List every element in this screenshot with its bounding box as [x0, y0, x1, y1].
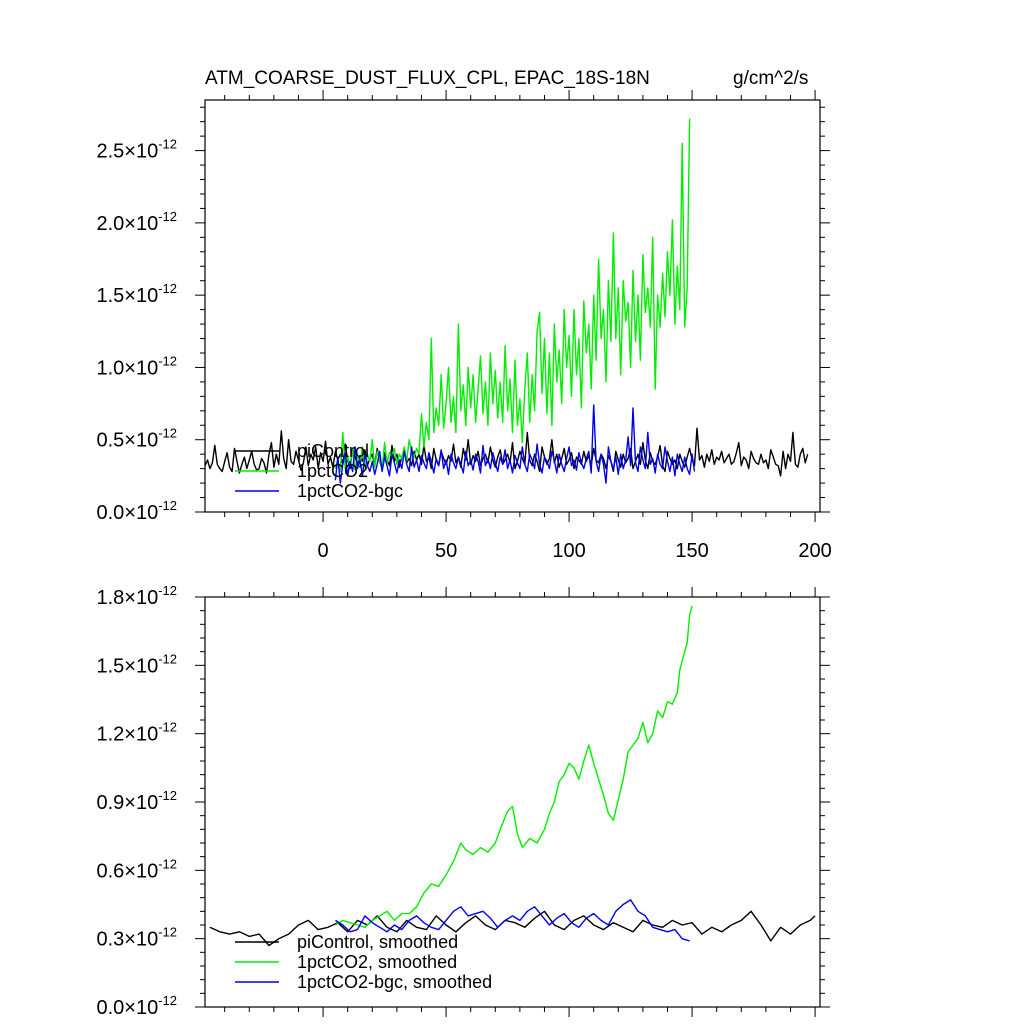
y-tick-label: 2.0×10-12 — [96, 209, 177, 235]
series-line-picontrol — [205, 427, 809, 477]
y-tick-label: 0.0×10-12 — [96, 498, 177, 524]
y-tick-label: 0.6×10-12 — [96, 856, 177, 882]
plot-frame — [204, 99, 821, 513]
legend-label: 1pctCO2-bgc, smoothed — [297, 972, 492, 992]
y-tick-label: 1.0×10-12 — [96, 353, 177, 379]
series-line-1pctco2 — [335, 605, 693, 928]
x-tick-label: 0 — [318, 540, 329, 562]
legend-label: 1pctCO2-bgc — [297, 481, 403, 501]
y-tick-label: 0.9×10-12 — [96, 788, 177, 814]
series-line-picontrol — [209, 910, 816, 947]
panel-smoothed: 0.0×10-12 0.3×10-12 0.6×10-12 0.9×10-12 1.2×… — [96, 583, 830, 1019]
legend-label: piControl, smoothed — [297, 932, 458, 952]
y-tick-label: 1.2×10-12 — [96, 720, 177, 746]
x-tick-label: 50 — [435, 540, 457, 562]
series-line-1pctco2-bgc — [335, 899, 690, 942]
y-tick-label: 0.0×10-12 — [96, 993, 177, 1019]
series-line-1pctco2 — [334, 118, 691, 473]
x-tick-label: 150 — [675, 540, 708, 562]
series-group — [209, 605, 816, 947]
x-tick-label: 200 — [798, 540, 831, 562]
x-tick-label: 100 — [552, 540, 585, 562]
legend-label: 1pctCO2, smoothed — [297, 952, 457, 972]
panel-raw: 0 50 100 150 200 0.0×10-12 0.5×10-12 1.0×10-12 1… — [96, 90, 832, 562]
legend-label: piControl — [297, 441, 369, 461]
y-tick-label: 0.5×10-12 — [96, 426, 177, 452]
chart-title-variable: ATM_COARSE_DUST_FLUX_CPL, EPAC_18S-18N — [205, 68, 650, 89]
y-tick-label: 1.5×10-12 — [96, 651, 177, 677]
series-group — [205, 118, 809, 484]
y-tick-label: 1.5×10-12 — [96, 281, 177, 307]
chart-title-units: g/cm^2/s — [733, 68, 808, 89]
y-tick-label: 1.8×10-12 — [96, 583, 177, 609]
y-tick-label: 0.3×10-12 — [96, 925, 177, 951]
y-tick-label: 2.5×10-12 — [96, 137, 177, 163]
legend-label: 1pctCO2 — [297, 461, 368, 481]
series-line-1pctco2-bgc — [334, 404, 696, 484]
